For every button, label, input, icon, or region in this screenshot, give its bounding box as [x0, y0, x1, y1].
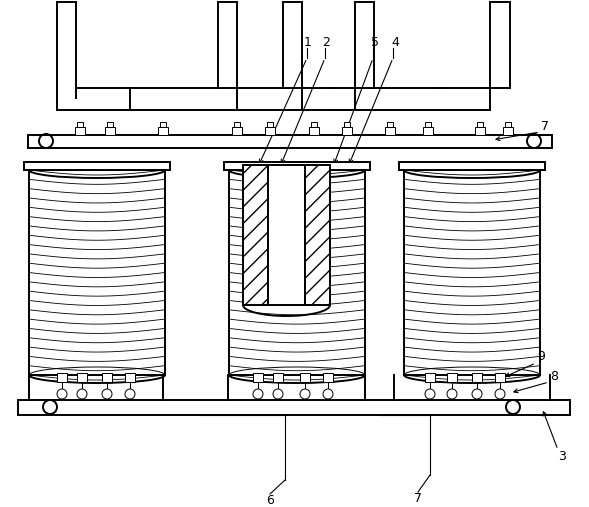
Bar	[77, 373, 87, 382]
Circle shape	[102, 389, 112, 399]
Bar	[323, 373, 333, 382]
Bar	[105, 127, 115, 135]
Bar	[423, 127, 433, 135]
Bar	[24, 162, 170, 170]
Bar	[224, 162, 370, 170]
Bar	[477, 122, 483, 127]
Bar	[243, 165, 268, 305]
Bar	[385, 127, 395, 135]
Circle shape	[57, 389, 67, 399]
Bar	[267, 122, 273, 127]
Circle shape	[323, 389, 333, 399]
Bar	[311, 122, 317, 127]
Text: 9: 9	[537, 350, 545, 364]
Bar	[475, 127, 485, 135]
Bar	[77, 122, 83, 127]
Bar	[265, 127, 275, 135]
Bar	[125, 373, 135, 382]
Circle shape	[77, 389, 87, 399]
Text: 8: 8	[550, 371, 558, 383]
Bar	[158, 127, 168, 135]
Text: 6: 6	[266, 493, 274, 506]
Text: 1: 1	[304, 37, 312, 50]
Bar	[18, 400, 570, 415]
Text: 7: 7	[414, 492, 422, 505]
Circle shape	[273, 389, 283, 399]
Bar	[28, 135, 552, 148]
Bar	[399, 162, 545, 170]
Bar	[342, 127, 352, 135]
Bar	[107, 122, 113, 127]
Text: 5: 5	[371, 37, 379, 50]
Bar	[229, 170, 365, 375]
Bar	[447, 373, 457, 382]
Bar	[425, 373, 435, 382]
Circle shape	[253, 389, 263, 399]
Bar	[102, 373, 112, 382]
Bar	[29, 170, 165, 375]
Text: 2: 2	[322, 37, 330, 50]
Bar	[232, 127, 242, 135]
Circle shape	[495, 389, 505, 399]
Circle shape	[425, 389, 435, 399]
Text: 4: 4	[391, 37, 399, 50]
Bar	[75, 127, 85, 135]
Bar	[344, 122, 350, 127]
Bar	[309, 127, 319, 135]
Bar	[57, 373, 67, 382]
Bar	[253, 373, 263, 382]
Bar	[268, 165, 305, 305]
Bar	[160, 122, 166, 127]
Text: 3: 3	[558, 450, 566, 462]
Bar	[234, 122, 240, 127]
Bar	[495, 373, 505, 382]
Bar	[472, 373, 482, 382]
Text: 7: 7	[541, 121, 549, 133]
Circle shape	[300, 389, 310, 399]
Bar	[505, 122, 511, 127]
Bar	[425, 122, 431, 127]
Bar	[273, 373, 283, 382]
Circle shape	[125, 389, 135, 399]
Circle shape	[472, 389, 482, 399]
Circle shape	[447, 389, 457, 399]
Bar	[387, 122, 393, 127]
Bar	[305, 165, 330, 305]
Bar	[404, 170, 540, 375]
Bar	[503, 127, 513, 135]
Bar	[300, 373, 310, 382]
